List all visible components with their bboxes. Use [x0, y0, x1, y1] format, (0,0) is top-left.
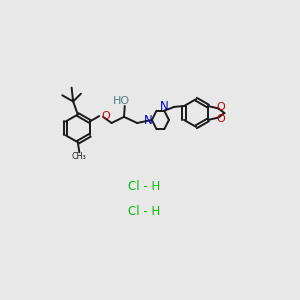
Text: O: O [101, 111, 110, 121]
Text: Cl - H: Cl - H [128, 205, 160, 218]
Text: CH₃: CH₃ [72, 152, 87, 161]
Text: Cl - H: Cl - H [128, 180, 160, 194]
Text: N: N [144, 114, 152, 127]
Text: O: O [216, 102, 225, 112]
Text: HO: HO [113, 96, 130, 106]
Text: N: N [160, 100, 169, 112]
Text: O: O [216, 114, 225, 124]
